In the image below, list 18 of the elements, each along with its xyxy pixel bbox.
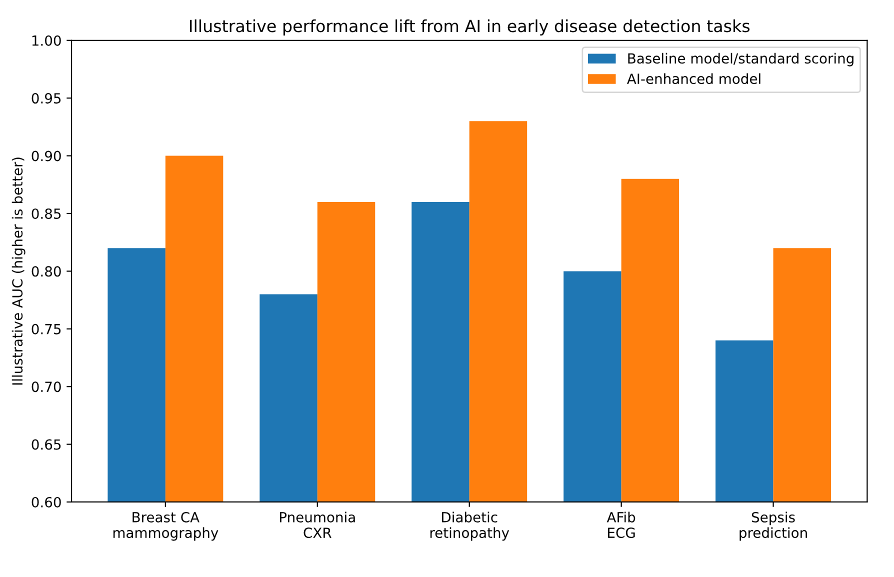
chart-title: Illustrative performance lift from AI in early disease detection tasks [190,19,750,36]
y-axis-title: Illustrative AUC (higher is better) [12,158,26,385]
y-tick-label: 0.65 [32,439,61,450]
legend-label: Baseline model/standard scoring [628,52,854,66]
legend-label: AI-enhanced model [626,73,760,84]
x-tick-label: Sepsis prediction [740,512,807,541]
y-tick-label: 0.70 [32,382,61,392]
y-tick-label: 0.75 [32,324,61,334]
x-tick-label: Diabetic retinopathy [430,512,510,541]
y-tick-label: 1.00 [32,35,61,46]
x-tick-label: Pneumonia CXR [280,512,355,538]
y-tick-label: 0.85 [32,208,61,219]
x-tick-label: AFib ECG [606,512,636,538]
y-tick-label: 0.80 [32,266,61,277]
y-tick-label: 0.90 [32,150,61,162]
y-tick-label: 0.95 [32,93,61,104]
y-tick-label: 0.60 [32,496,61,508]
x-tick-label: Breast CA mammography [113,512,218,541]
